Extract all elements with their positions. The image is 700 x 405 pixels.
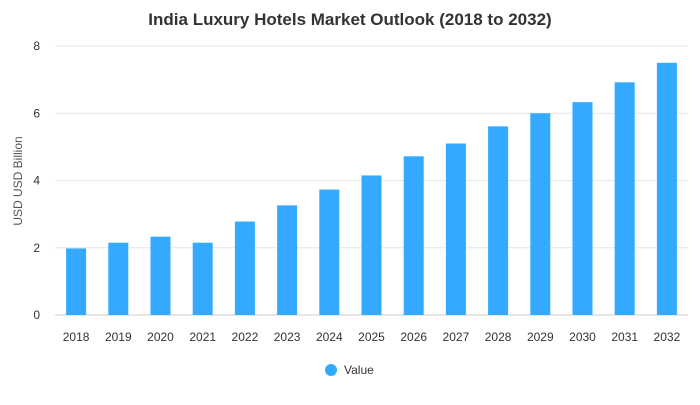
bar-2020 [150, 236, 171, 315]
bars [66, 62, 677, 316]
x-tick-label: 2024 [316, 330, 343, 344]
x-tick-label: 2030 [569, 330, 596, 344]
y-tick-label: 8 [33, 39, 40, 53]
y-tick-label: 6 [33, 106, 40, 120]
legend-label: Value [344, 363, 374, 377]
bar-2031 [614, 82, 635, 315]
x-tick-label: 2025 [358, 330, 385, 344]
x-tick-label: 2022 [232, 330, 259, 344]
y-axis-label: USD USD Billion [11, 136, 25, 225]
bar-2029 [530, 113, 551, 315]
y-tick-label: 2 [33, 241, 40, 255]
x-tick-label: 2020 [147, 330, 174, 344]
x-tick-label: 2018 [63, 330, 90, 344]
bar-2027 [445, 143, 466, 315]
bar-2025 [361, 175, 382, 315]
bar-2023 [277, 205, 298, 315]
x-tick-label: 2026 [400, 330, 427, 344]
x-tick-label: 2021 [189, 330, 216, 344]
y-tick-label: 0 [33, 308, 40, 322]
bar-2024 [319, 189, 340, 315]
bar-2018 [66, 248, 87, 315]
chart-title: India Luxury Hotels Market Outlook (2018… [148, 10, 551, 29]
x-tick-label: 2027 [443, 330, 470, 344]
bar-2028 [488, 126, 509, 316]
x-tick-label: 2029 [527, 330, 554, 344]
bar-2032 [656, 62, 677, 315]
x-tick-label: 2028 [485, 330, 512, 344]
legend: Value [325, 363, 374, 377]
y-axis-ticks: 0 2 4 6 8 [33, 39, 40, 322]
bar-2030 [572, 102, 593, 315]
legend-marker [325, 364, 337, 376]
bar-2026 [403, 156, 424, 315]
x-tick-label: 2019 [105, 330, 132, 344]
bar-2022 [234, 221, 255, 315]
x-tick-label: 2023 [274, 330, 301, 344]
bar-2019 [108, 242, 129, 315]
y-tick-label: 4 [33, 174, 40, 188]
x-tick-label: 2031 [611, 330, 638, 344]
x-tick-label: 2032 [654, 330, 681, 344]
x-axis-ticks: 2018 2019 2020 2021 2022 2023 2024 2025 2026 2027… [63, 330, 681, 344]
bar-2021 [192, 242, 213, 315]
